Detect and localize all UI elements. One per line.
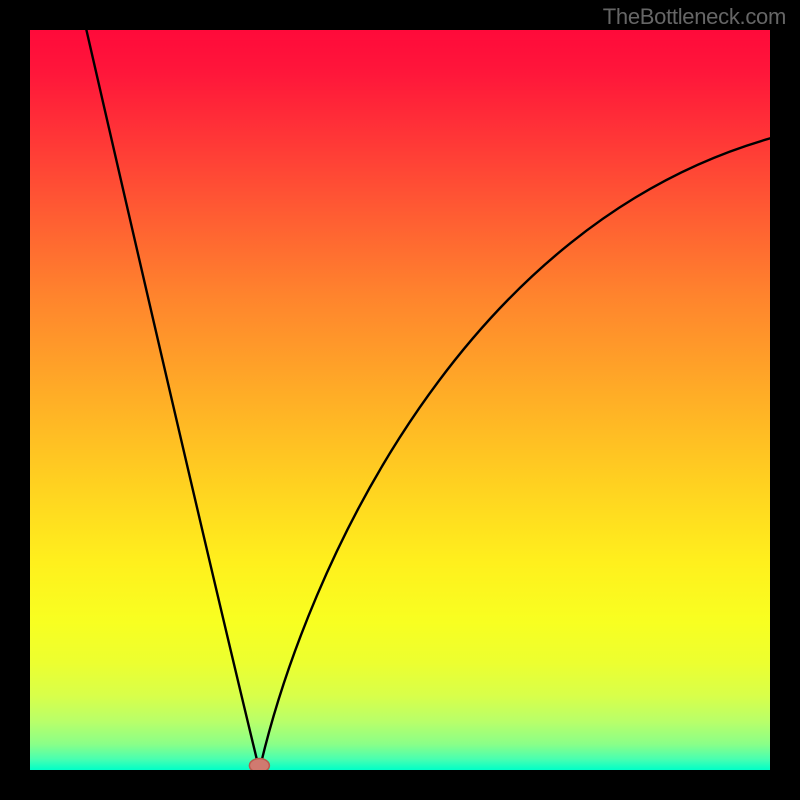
watermark-text: TheBottleneck.com — [603, 4, 786, 30]
plot-background — [30, 30, 770, 770]
chart-container: TheBottleneck.com — [0, 0, 800, 800]
chart-svg — [0, 0, 800, 800]
